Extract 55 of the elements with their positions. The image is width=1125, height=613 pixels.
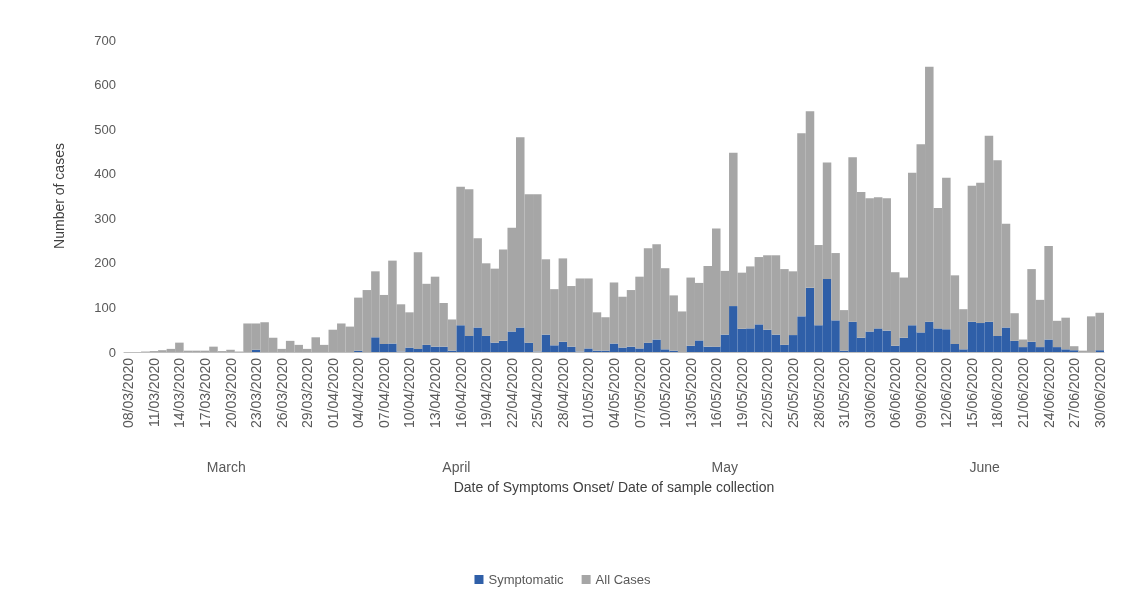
x-tick-label: 13/05/2020 [682, 357, 699, 429]
y-axis-title: Number of cases [51, 143, 67, 249]
x-tick-label: 19/04/2020 [478, 357, 495, 429]
x-tick-label: 03/06/2020 [861, 357, 878, 429]
text: June [969, 459, 1001, 475]
y-tick-label: 100 [94, 299, 116, 315]
text: March [206, 459, 246, 475]
x-axis-title: Date of Symptoms Onset/ Date of sample collection [453, 479, 775, 495]
x-tick-label: 04/04/2020 [350, 357, 367, 429]
x-tick-label: 06/06/2020 [887, 357, 904, 429]
x-tick-label: 28/04/2020 [554, 357, 571, 429]
x-tick-label: 17/03/2020 [196, 357, 213, 429]
x-tick-label: 07/04/2020 [375, 357, 392, 429]
x-tick-label: 24/06/2020 [1040, 357, 1057, 429]
y-tick-label: 0 [108, 344, 116, 360]
x-tick-label: 16/04/2020 [452, 357, 469, 429]
text: April [442, 459, 471, 475]
x-tick-label: 18/06/2020 [989, 357, 1006, 429]
y-tick-label: 700 [94, 32, 116, 48]
x-tick-label: 01/05/2020 [580, 357, 597, 429]
x-tick-label: 31/05/2020 [836, 357, 853, 429]
x-tick-label: 04/05/2020 [606, 357, 622, 429]
x-tick-label: 13/04/2020 [427, 357, 444, 429]
x-tick-label: 19/05/2020 [733, 357, 750, 429]
x-tick-label: 29/03/2020 [299, 357, 316, 429]
text: May [711, 459, 739, 475]
x-tick-label: 26/03/2020 [273, 357, 290, 429]
x-tick-label: 22/04/2020 [503, 357, 520, 429]
x-tick-label: 27/06/2020 [1066, 357, 1083, 429]
x-tick-label: 25/05/2020 [784, 357, 801, 429]
y-tick-label: 500 [94, 121, 116, 137]
x-tick-label: 30/06/2020 [1091, 357, 1108, 429]
x-tick-label: 10/04/2020 [401, 357, 418, 429]
y-tick-label: 200 [94, 255, 116, 271]
x-tick-label: 08/03/2020 [120, 357, 137, 429]
x-tick-label: 21/06/2020 [1015, 357, 1032, 429]
x-tick-label: 15/06/2020 [963, 357, 980, 429]
x-tick-label: 07/05/2020 [631, 357, 648, 429]
x-tick-label: 09/06/2020 [912, 357, 929, 429]
x-tick-label: 25/04/2020 [529, 357, 546, 429]
y-tick-label: 300 [94, 210, 116, 226]
x-tick-label: 12/06/2020 [938, 357, 955, 429]
x-tick-label: 10/05/2020 [657, 357, 674, 429]
legend-label: All Cases [595, 572, 652, 587]
x-tick-label: 14/03/2020 [171, 357, 188, 429]
x-tick-label: 16/05/2020 [708, 357, 725, 429]
x-tick-label: 20/03/2020 [222, 357, 239, 429]
x-tick-label: 23/03/2020 [248, 357, 265, 429]
x-tick-label: 28/05/2020 [810, 357, 827, 429]
x-tick-label: 22/05/2020 [759, 357, 776, 429]
legend-label: Symptomatic [488, 572, 565, 587]
x-tick-label: 01/04/2020 [324, 357, 341, 429]
y-tick-label: 600 [94, 77, 116, 93]
x-tick-label: 11/03/2020 [145, 357, 162, 428]
y-tick-label: 400 [94, 166, 116, 182]
